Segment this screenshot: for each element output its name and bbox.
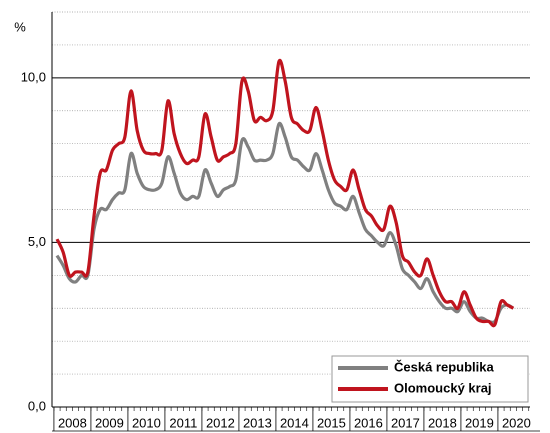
x-tick-label: 2014 bbox=[280, 415, 309, 430]
x-tick-label: 2015 bbox=[317, 415, 346, 430]
y-tick-label: 0,0 bbox=[28, 398, 46, 413]
x-tick-label: 2011 bbox=[169, 415, 197, 430]
x-tick-label: 2010 bbox=[132, 415, 161, 430]
legend: Česká republika Olomoucký kraj bbox=[331, 355, 529, 403]
legend-box bbox=[331, 355, 529, 403]
y-tick-label: 5,0 bbox=[28, 234, 46, 249]
y-axis-label: % bbox=[14, 19, 26, 34]
x-tick-label: 2017 bbox=[391, 415, 420, 430]
series-line bbox=[55, 58, 515, 328]
legend-label: Česká republika bbox=[394, 359, 494, 374]
x-tick-label: 2020 bbox=[502, 415, 531, 430]
x-tick-label: 2016 bbox=[354, 415, 383, 430]
legend-label: Olomoucký kraj bbox=[394, 380, 492, 395]
x-tick-label: 2012 bbox=[206, 415, 235, 430]
x-tick-label: 2019 bbox=[465, 415, 494, 430]
x-tick-label: 2013 bbox=[243, 415, 272, 430]
x-tick-label: 2009 bbox=[95, 415, 124, 430]
y-tick-label: 10,0 bbox=[21, 69, 46, 84]
series-line bbox=[55, 121, 515, 325]
x-tick-label: 2008 bbox=[58, 415, 87, 430]
x-tick-label: 2018 bbox=[428, 415, 457, 430]
